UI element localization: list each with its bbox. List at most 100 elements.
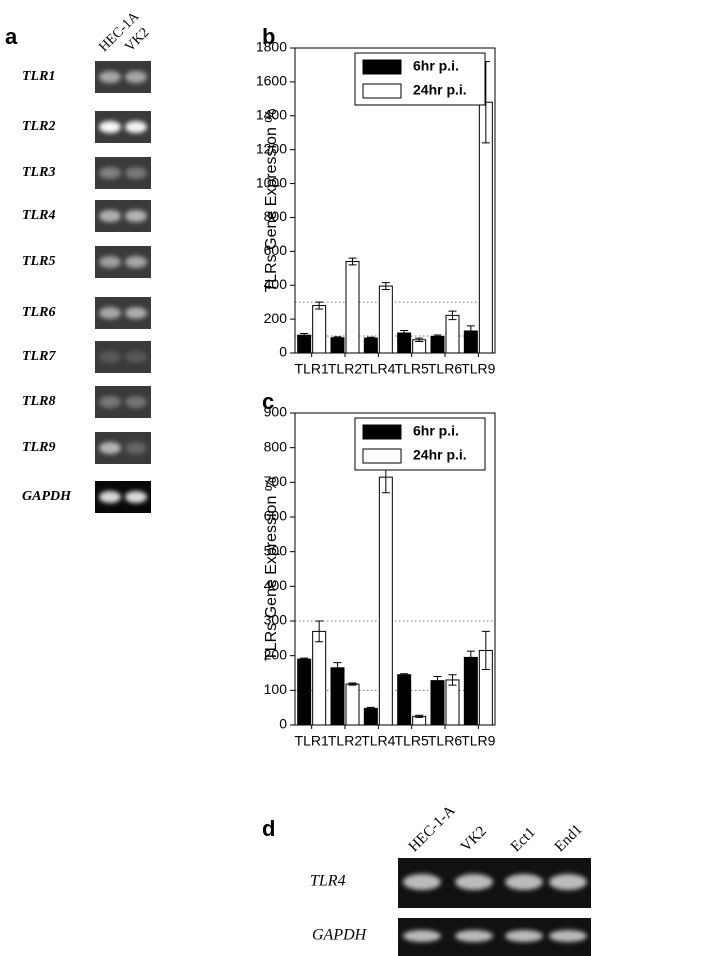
legend-label: 24hr p.i. — [413, 447, 467, 463]
gene-label: TLR1 — [22, 69, 55, 84]
gel-band — [99, 442, 121, 454]
bar — [345, 683, 360, 726]
y-tick-label: 700 — [264, 473, 288, 489]
gel-band — [549, 874, 587, 890]
gene-label: GAPDH — [312, 927, 368, 944]
gel-band — [125, 256, 147, 268]
gel-band — [99, 167, 121, 179]
legend-swatch — [362, 448, 402, 464]
gel-band — [99, 210, 121, 222]
legend-swatch — [362, 59, 402, 75]
bar — [330, 337, 345, 354]
y-axis-label: TLRs Gene Expression % — [263, 108, 280, 292]
y-tick-label: 1000 — [256, 174, 287, 190]
x-tick-label: TLR6 — [428, 733, 462, 749]
error-bar — [433, 334, 442, 339]
error-bar — [415, 714, 424, 718]
y-tick-label: 300 — [264, 612, 288, 628]
panel-label: c — [262, 389, 274, 414]
y-tick-label: 500 — [264, 542, 288, 558]
error-bar — [366, 706, 375, 710]
y-tick-label: 600 — [264, 242, 288, 258]
error-bar — [348, 682, 357, 686]
bar — [463, 656, 478, 726]
error-bar — [481, 630, 490, 671]
legend-swatch — [362, 83, 402, 99]
gel-band — [125, 307, 147, 319]
y-tick-label: 1200 — [256, 140, 287, 156]
plot-frame — [294, 47, 496, 354]
bar — [445, 679, 460, 726]
y-tick-label: 1800 — [256, 39, 287, 55]
bar — [378, 285, 393, 354]
y-tick-label: 900 — [264, 404, 288, 420]
error-bar — [448, 674, 457, 686]
gel-band — [403, 874, 441, 890]
plot-frame — [294, 412, 496, 726]
gel-band — [125, 491, 147, 503]
panel-label: b — [262, 24, 275, 49]
gel-band — [125, 351, 147, 363]
x-tick-label: TLR2 — [328, 733, 362, 749]
legend-label: 6hr p.i. — [413, 423, 459, 439]
gel-band — [125, 121, 147, 133]
bar — [445, 314, 460, 354]
gel-band — [125, 210, 147, 222]
bar — [297, 334, 312, 354]
bar — [430, 335, 445, 354]
gel-band — [125, 396, 147, 408]
y-tick-label: 1600 — [256, 73, 287, 89]
lane-label: HEC-1-A — [406, 803, 459, 856]
error-bar — [466, 650, 475, 665]
y-tick-label: 400 — [264, 577, 288, 593]
error-bar — [333, 336, 342, 340]
gel-band — [125, 71, 147, 83]
error-bar — [466, 325, 475, 337]
gene-label: TLR2 — [22, 119, 55, 134]
error-bar — [381, 282, 390, 290]
x-tick-label: TLR9 — [461, 361, 495, 377]
legend-swatch — [362, 424, 402, 440]
y-tick-label: 800 — [264, 208, 288, 224]
gene-label: TLR3 — [22, 165, 55, 180]
bar — [297, 658, 312, 726]
error-bar — [415, 337, 424, 342]
error-bar — [333, 662, 342, 674]
bar — [363, 707, 378, 726]
gel-band — [403, 930, 441, 942]
gel-band — [505, 930, 543, 942]
bar — [397, 674, 412, 726]
error-bar — [300, 657, 309, 661]
error-bar — [400, 673, 409, 677]
gel-band — [125, 442, 147, 454]
y-tick-label: 0 — [279, 344, 287, 360]
error-bar — [315, 620, 324, 643]
gel-band — [99, 396, 121, 408]
gel-band — [125, 167, 147, 179]
gel-band — [99, 491, 121, 503]
gel-band — [99, 307, 121, 319]
error-bar — [400, 329, 409, 337]
error-bar — [433, 675, 442, 686]
bar — [312, 305, 327, 354]
error-bar — [366, 336, 375, 340]
error-bar — [315, 301, 324, 310]
lane-label: VK2 — [458, 823, 490, 855]
lane-label: Ect1 — [508, 824, 539, 855]
y-tick-label: 800 — [264, 438, 288, 454]
x-tick-label: TLR1 — [295, 733, 329, 749]
x-tick-label: TLR9 — [461, 733, 495, 749]
gel-band — [549, 930, 587, 942]
error-bar — [300, 333, 309, 338]
gene-label: TLR7 — [22, 349, 56, 364]
y-tick-label: 200 — [264, 646, 288, 662]
y-tick-label: 1400 — [256, 106, 287, 122]
y-tick-label: 100 — [264, 681, 288, 697]
x-tick-label: TLR4 — [361, 733, 395, 749]
gel-band — [99, 351, 121, 363]
gene-label: TLR9 — [22, 440, 55, 455]
gene-label: TLR4 — [22, 208, 55, 223]
gene-label: TLR5 — [22, 254, 55, 269]
gel-band — [99, 71, 121, 83]
gene-label: TLR4 — [310, 873, 346, 890]
